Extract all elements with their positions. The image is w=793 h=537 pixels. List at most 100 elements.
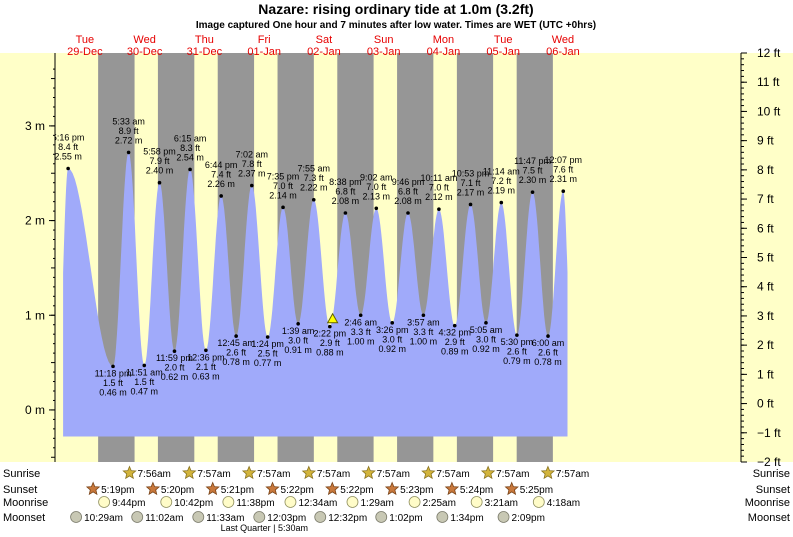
tide-label: 7.8 ft (242, 159, 263, 169)
tide-label: 12:45 am (217, 338, 255, 348)
tide-label: 0.89 m (441, 347, 469, 357)
tide-label: 8.4 ft (58, 142, 79, 152)
moonset-icon (253, 511, 266, 523)
sunrise-icon (540, 465, 556, 480)
tide-label: 7:02 am (236, 150, 269, 160)
sunrise-time: 7:57am (377, 469, 410, 480)
day-name: Tue (494, 34, 513, 46)
sunset-time: 5:22pm (340, 485, 373, 496)
tide-label: 6:15 am (174, 133, 207, 143)
tide-point (358, 313, 363, 318)
tide-label: 0.92 m (472, 344, 500, 354)
tide-label: 2:46 am (344, 317, 377, 327)
day-date: 31-Dec (187, 46, 223, 58)
day-name: Sat (316, 34, 333, 46)
moonset-icon (314, 511, 327, 523)
day-date: 03-Jan (367, 46, 401, 58)
tide-label: 0.63 m (192, 371, 220, 381)
right-tick-label: 10 ft (757, 104, 781, 118)
right-tick-label: 6 ft (757, 221, 774, 235)
right-axis-panel (741, 53, 793, 462)
tide-label: 2.5 ft (258, 349, 279, 359)
sunset-icon (145, 481, 161, 496)
day-name: Thu (195, 34, 214, 46)
tide-label: 2.6 ft (226, 348, 247, 358)
tide-point (219, 194, 223, 198)
sunset-icon (384, 481, 400, 496)
moonrise-icon (470, 496, 483, 508)
tide-label: 7.5 ft (523, 166, 544, 176)
tide-label: 0.62 m (161, 372, 189, 382)
tide-point (172, 349, 177, 354)
right-tick-label: 8 ft (757, 163, 774, 177)
tide-label: 2.26 m (207, 179, 235, 189)
moonset-time: 10:29am (84, 513, 123, 524)
moonrise-time: 1:29am (360, 498, 393, 509)
tide-label: 6.8 ft (398, 187, 419, 197)
sunrise-time: 7:57am (496, 469, 529, 480)
day-date: 29-Dec (67, 46, 103, 58)
tide-label: 2.72 m (115, 135, 143, 145)
tide-label: 12:07 pm (544, 155, 582, 165)
tide-label: 11:47 pm (514, 156, 551, 166)
sunset-icon (504, 481, 519, 496)
tide-label: 10:53 pm (452, 168, 490, 178)
chart-title: Nazare: rising ordinary tide at 1.0m (3.… (258, 1, 533, 17)
moonrise-time: 11:38pm (236, 498, 274, 509)
tide-label: 11:14 am (483, 167, 520, 177)
tide-point (281, 205, 285, 210)
tide-label: 11:51 am (126, 367, 163, 377)
tide-label: 0.78 m (534, 357, 562, 367)
tide-label: 0.77 m (254, 358, 282, 368)
tide-label: 7:55 am (297, 164, 330, 174)
tide-label: 3.0 ft (288, 335, 309, 345)
tide-point (374, 206, 379, 211)
tide-label: 3:26 pm (376, 325, 409, 335)
tide-point (484, 321, 488, 325)
moonset-time: 1:02pm (389, 513, 422, 524)
sunset-time: 5:25pm (520, 485, 553, 496)
tide-label: 0.88 m (316, 348, 344, 358)
left-tick-label: 0 m (25, 403, 45, 417)
tide-label: 2.14 m (269, 190, 297, 200)
tide-label: 2.54 m (176, 152, 204, 162)
tide-label: 6:44 pm (205, 160, 238, 170)
right-tick-label: 2 ft (757, 338, 774, 352)
left-tick-label: 1 m (25, 308, 45, 322)
tide-point (126, 150, 131, 155)
moonrise-time: 3:21am (485, 498, 518, 509)
tide-label: 2.22 m (300, 183, 328, 193)
sunset-row-label-right: Sunset (756, 484, 790, 496)
tide-label: 0.78 m (222, 357, 250, 367)
right-tick-label: 1 ft (757, 367, 774, 381)
moonset-icon (375, 511, 388, 523)
moonset-time: 11:02am (145, 513, 183, 524)
sunset-time: 5:21pm (221, 485, 254, 496)
sunrise-icon (480, 465, 496, 480)
right-tick-label: 4 ft (757, 280, 774, 294)
tide-label: 7.9 ft (149, 156, 170, 166)
moonrise-icon (532, 496, 545, 508)
tide-point (328, 324, 332, 329)
tide-label: 7.0 ft (429, 183, 450, 193)
tide-point (530, 190, 535, 194)
sunset-icon (325, 481, 340, 496)
day-date: 01-Jan (247, 46, 281, 58)
moonrise-time: 2:25am (423, 498, 456, 509)
right-tick-label: 3 ft (757, 309, 774, 323)
tide-label: 7.6 ft (553, 165, 574, 175)
moonset-icon (131, 511, 144, 523)
tide-point (406, 211, 410, 215)
tide-label: 3.0 ft (476, 334, 497, 344)
moonset-time: 1:34pm (450, 513, 483, 524)
tide-label: 2.37 m (238, 169, 266, 179)
tide-label: 2.1 ft (196, 362, 217, 372)
day-name: Sun (374, 34, 394, 46)
tide-label: 0.46 m (99, 387, 127, 397)
tide-label: 5:16 pm (52, 133, 85, 143)
tide-label: 5:33 am (112, 116, 145, 126)
tide-label: 0.92 m (378, 344, 406, 354)
moonset-icon (70, 511, 82, 523)
right-tick-label: 9 ft (757, 134, 774, 148)
